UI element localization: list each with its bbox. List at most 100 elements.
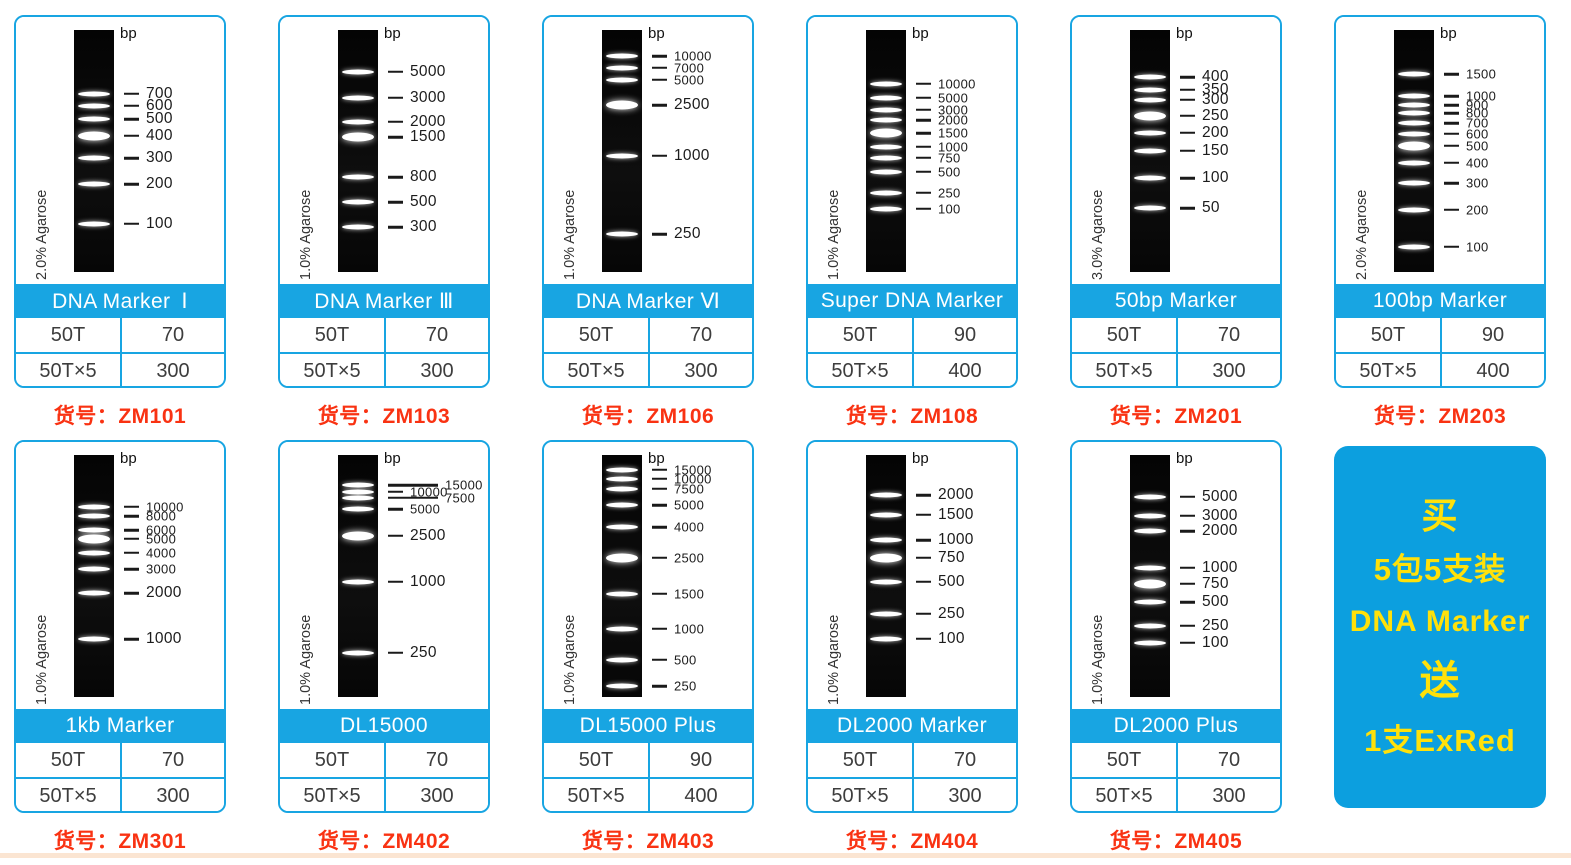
catalog-number: ZM103 [382,405,451,428]
scale-tick [1444,245,1459,248]
gel-band [342,224,374,230]
gel-band [870,206,902,212]
band-size-label: 100 [1202,633,1229,651]
scale-tick [916,580,931,584]
scale-tick [388,176,403,179]
band-size-label: 1000 [938,531,974,549]
band-size-label: 5000 [146,531,177,547]
catalog-number-caption: 货号：ZM108 [806,400,1018,430]
catalog-number-caption: 货号：ZM101 [14,400,226,430]
bp-unit-label: bp [648,25,665,42]
band-size-label: 1000 [1466,88,1497,104]
scale-tick [916,96,931,99]
gel-figure: bp 700 600 500 400 300 200 100 2.0% Agarose [16,17,224,284]
product-cell: bp 5000 3000 2000 1000 750 500 250 100 1.0% Aga… [1070,440,1282,865]
product-cell: bp 10000 5000 3000 2000 1500 1000 750 500 250 100… [806,15,1018,440]
gel-band [1398,93,1430,99]
band-size-label: 10000 [146,499,184,515]
gel-band [1134,565,1166,571]
agarose-percentage-label: 1.0% Agarose [826,189,842,280]
band-size-label: 5000 [1202,487,1238,505]
scale-tick [1444,208,1459,211]
band-size-label: 7500 [445,490,476,506]
band-size-label: 300 [1202,90,1229,108]
table-cell-price-1: 70 [384,318,488,352]
product-card: bp 15000 10000 7500 5000 2500 1000 250 1.0% Ag… [278,440,490,813]
marker-title-bar: DNA Marker Ⅲ [280,284,488,318]
scale-tick [124,591,139,595]
agarose-percentage-label: 1.0% Agarose [826,614,842,705]
gel-band [1134,74,1166,80]
scale-tick [652,66,667,70]
table-cell-pack-2: 50T×5 [16,352,120,386]
scale-tick [916,556,931,559]
gel-band [606,65,638,71]
scale-tick [652,78,667,81]
table-cell-price-1: 70 [1176,743,1280,777]
scale-tick [124,567,139,571]
band-size-label: 500 [1466,138,1489,154]
band-size-label: 300 [1466,175,1489,191]
marker-title-bar: DL15000 Plus [544,709,752,743]
band-size-label: 100 [938,629,965,647]
band-size-label: 500 [938,164,961,180]
bp-unit-label: bp [120,25,137,42]
band-size-label: 1500 [938,125,969,141]
scale-tick [916,513,931,516]
gel-band [78,221,110,227]
scale-tick [1180,149,1195,152]
product-cell: bp 15000 10000 7500 5000 2500 1000 250 1.0% Ag… [278,440,490,865]
band-size-label: 500 [410,193,437,211]
product-card: bp 10000 7000 5000 2500 1000 250 1.0% Agarose… [542,15,754,388]
gel-band [1134,97,1166,103]
scale-tick [1444,95,1459,98]
scale-tick [124,537,139,540]
band-size-label: 5000 [938,90,969,106]
catalog-number: ZM201 [1174,405,1243,428]
table-cell-pack-2: 50T×5 [808,352,912,386]
gel-band [870,492,902,498]
scale-tick [124,222,139,225]
table-cell-pack-2: 50T×5 [544,777,648,811]
gel-band [1134,494,1166,500]
band-size-label: 4000 [146,545,177,561]
scale-tick [1180,566,1195,570]
catalog-number: ZM405 [1174,830,1243,853]
scale-tick [652,503,667,507]
table-cell-price-1: 70 [912,743,1016,777]
product-cell: bp 400 350 300 250 200 150 100 50 3.0% Agarose … [1070,15,1282,440]
gel-band [1134,205,1166,211]
pack-price-table: 50T 90 50T×5 400 [1336,318,1544,386]
table-cell-price-2: 400 [648,777,752,811]
gel-band [342,95,374,101]
band-size-label: 250 [1202,616,1229,634]
product-card: bp 5000 3000 2000 1000 750 500 250 100 1.0% Aga… [1070,440,1282,813]
scale-tick [1444,121,1459,125]
gel-band [1134,640,1166,646]
table-cell-price-1: 70 [384,743,488,777]
scale-tick [916,156,931,160]
table-cell-pack-2: 50T×5 [1072,352,1176,386]
band-size-label: 1000 [410,572,446,590]
scale-tick [124,157,139,160]
catalog-label: 货号： [581,405,647,428]
product-card: bp 1500 1000 900 800 700 600 500 400 300 200 100 2… [1334,15,1546,388]
gel-lane [74,30,114,272]
scale-tick [1444,144,1459,148]
gel-band [1398,180,1430,186]
band-size-label: 1500 [674,586,705,602]
gel-band [870,579,902,585]
gel-band [78,116,110,122]
gel-figure: bp 10000 5000 3000 2000 1500 1000 750 500 250 100… [808,17,1016,284]
promo-line: 买 [1421,494,1459,536]
catalog-number: ZM404 [910,830,979,853]
gel-band [1134,175,1166,181]
gel-figure: bp 10000 7000 5000 2500 1000 250 1.0% Agarose [544,17,752,284]
band-size-label: 2000 [146,584,182,602]
scale-tick [916,82,931,85]
scale-tick [1180,76,1195,79]
gel-band [606,591,638,597]
catalog-number: ZM301 [118,830,187,853]
scale-tick [124,134,139,137]
product-card: bp 400 350 300 250 200 150 100 50 3.0% Agarose … [1070,15,1282,388]
